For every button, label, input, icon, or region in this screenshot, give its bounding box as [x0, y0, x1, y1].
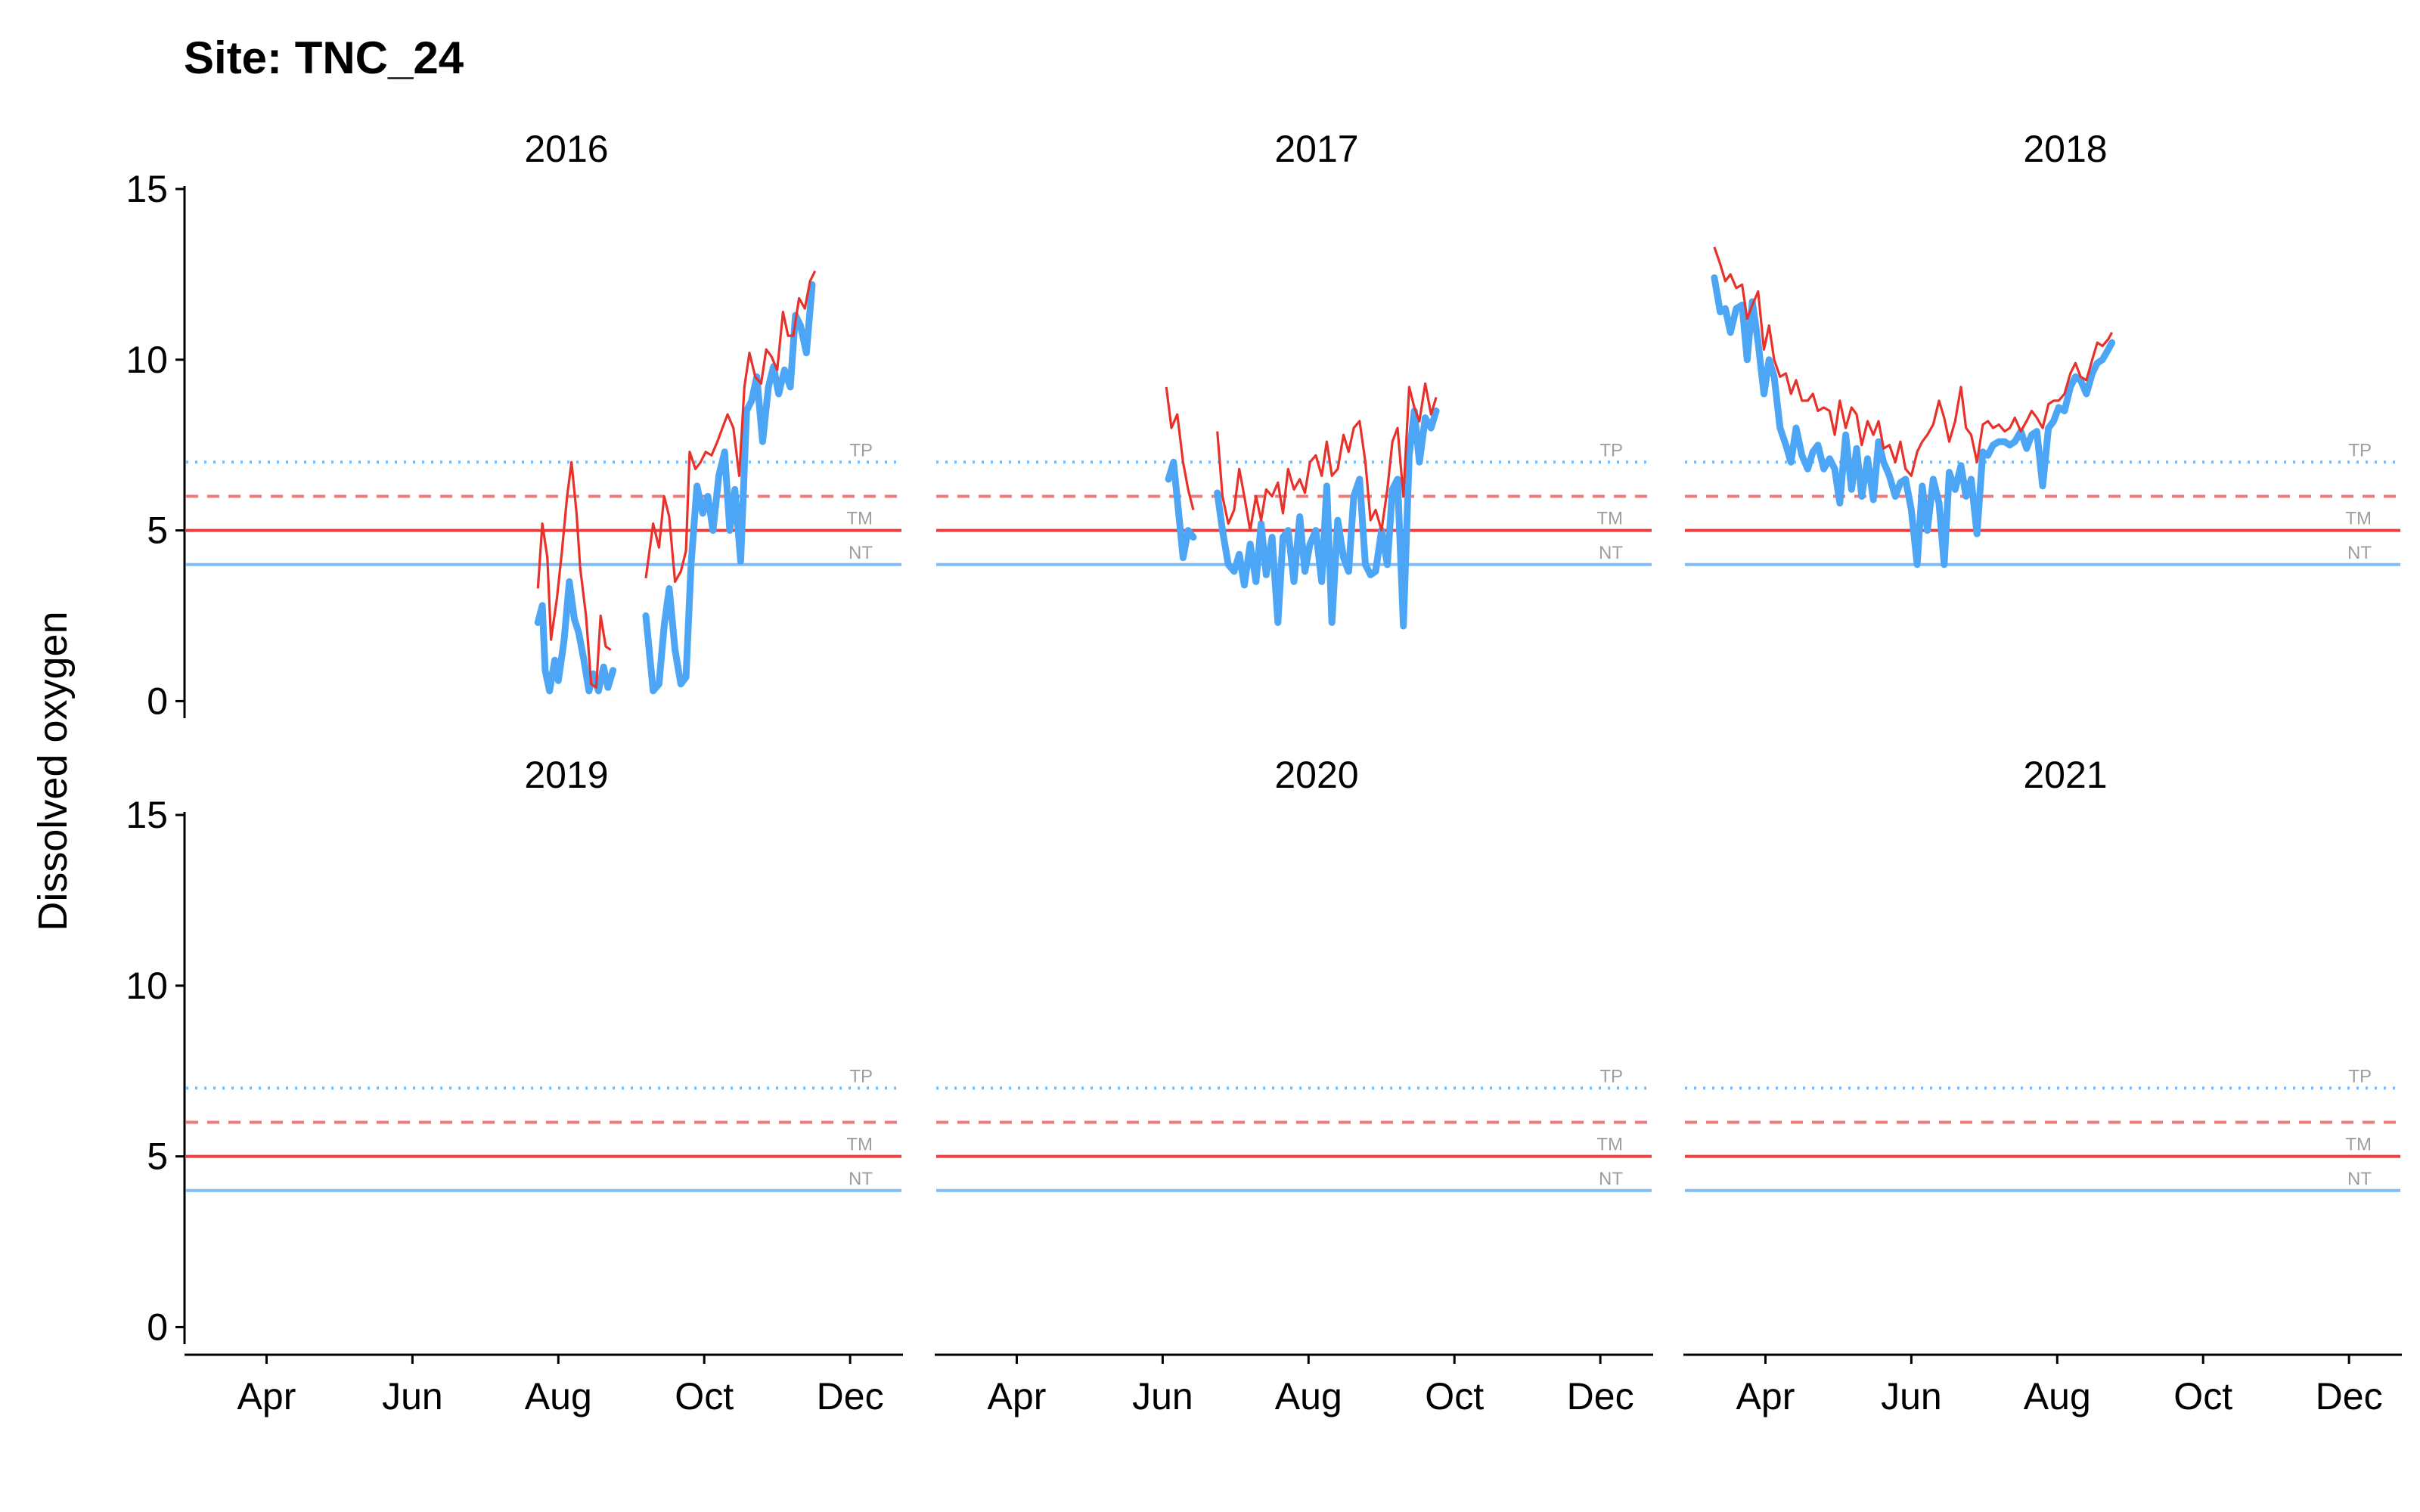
reference-label: TP — [2348, 1066, 2372, 1086]
x-tick-label: Oct — [675, 1375, 734, 1418]
facet-strip-label: 2019 — [524, 754, 608, 796]
reference-label: NT — [2347, 1169, 2372, 1189]
y-tick-label: 15 — [126, 168, 168, 210]
facet-strip-label: 2016 — [524, 128, 608, 170]
reference-label: NT — [849, 543, 873, 563]
reference-label: NT — [1599, 1169, 1623, 1189]
x-tick-label: Oct — [2173, 1375, 2232, 1418]
reference-label: TP — [1599, 440, 1623, 460]
x-tick-label: Aug — [2024, 1375, 2091, 1418]
facet-panel-2019: 2019 0 5 10 15 Apr Jun Aug Oct Dec TP TM NT — [126, 754, 903, 1418]
facet-panel-2016: 2016 0 5 10 15 TP TM NT — [126, 128, 901, 722]
facet-panel-2020: 2020 Apr Jun Aug Oct Dec TP TM NT — [935, 754, 1653, 1418]
y-tick-label: 15 — [126, 794, 168, 836]
facet-strip-label: 2021 — [2023, 754, 2107, 796]
y-tick-label: 0 — [147, 1306, 168, 1348]
chart-title: Site: TNC_24 — [184, 33, 464, 83]
series-mean-line — [536, 460, 612, 689]
y-tick-label: 5 — [147, 510, 168, 552]
series-mean-line — [1165, 386, 1195, 510]
facet-strip-label: 2017 — [1274, 128, 1358, 170]
series-mean-line — [1713, 246, 2114, 478]
reference-label: TM — [1596, 1135, 1623, 1155]
reference-label: TP — [849, 440, 873, 460]
x-tick-label: Apr — [988, 1375, 1047, 1418]
reference-label: TP — [849, 1066, 873, 1086]
y-tick-label: 10 — [126, 965, 168, 1007]
series-min-line — [1214, 407, 1440, 630]
series-mean-line — [644, 270, 817, 584]
reference-label: NT — [849, 1169, 873, 1189]
reference-label: TM — [846, 509, 873, 529]
x-tick-label: Apr — [237, 1375, 296, 1418]
y-tick-label: 10 — [126, 339, 168, 381]
series-min-line — [534, 578, 617, 695]
reference-label: TM — [846, 1135, 873, 1155]
reference-label: TP — [2348, 440, 2372, 460]
facet-panel-2018: 2018 TP TM NT — [1685, 128, 2400, 569]
facet-panel-2021: 2021 Apr Jun Aug Oct Dec TP TM NT — [1683, 754, 2402, 1418]
facet-panels: 2016051015TPTMNT2017TPTMNT2018TPTMNT2019… — [126, 128, 2402, 1418]
y-tick-label: 5 — [147, 1136, 168, 1178]
x-tick-label: Dec — [817, 1375, 884, 1418]
x-tick-label: Oct — [1425, 1375, 1484, 1418]
facet-panel-2017: 2017 TP TM NT — [936, 128, 1652, 630]
reference-label: NT — [2347, 543, 2372, 563]
x-tick-label: Aug — [525, 1375, 592, 1418]
reference-label: TM — [1596, 509, 1623, 529]
x-tick-label: Jun — [382, 1375, 443, 1418]
x-tick-label: Dec — [1567, 1375, 1634, 1418]
x-tick-label: Jun — [1132, 1375, 1193, 1418]
series-min-line — [642, 281, 816, 695]
x-tick-label: Dec — [2316, 1375, 2383, 1418]
y-axis-label: Dissolved oxygen — [30, 611, 76, 931]
x-tick-label: Aug — [1275, 1375, 1342, 1418]
series-min-line — [1711, 274, 2116, 569]
reference-label: TM — [2345, 1135, 2372, 1155]
y-tick-label: 0 — [147, 680, 168, 722]
reference-label: TP — [1599, 1066, 1623, 1086]
series-mean-line — [1216, 382, 1438, 532]
facet-strip-label: 2018 — [2023, 128, 2107, 170]
facet-strip-label: 2020 — [1274, 754, 1358, 796]
series-min-line — [1165, 458, 1197, 562]
reference-label: TM — [2345, 509, 2372, 529]
x-tick-label: Jun — [1881, 1375, 1942, 1418]
reference-label: NT — [1599, 543, 1623, 563]
x-tick-label: Apr — [1736, 1375, 1795, 1418]
